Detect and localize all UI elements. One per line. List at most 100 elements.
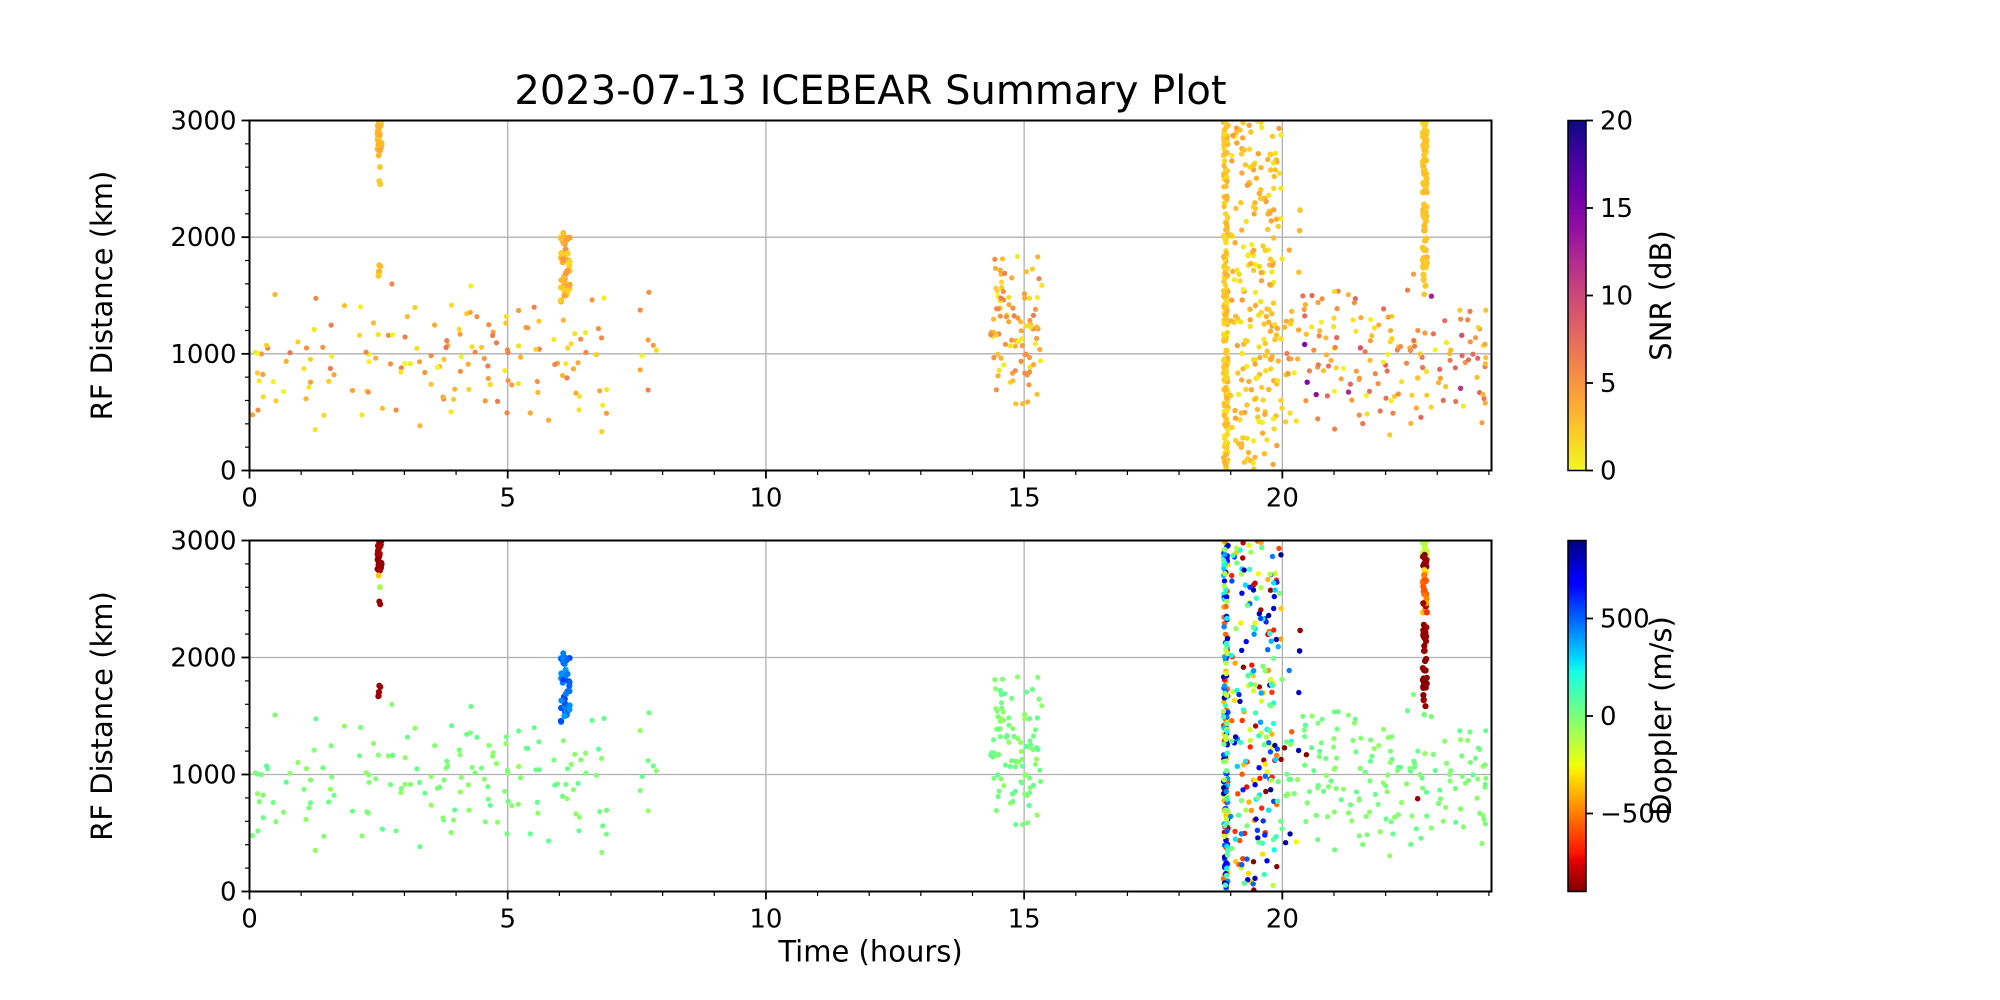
- data-point: [1367, 357, 1373, 363]
- data-point: [563, 656, 570, 664]
- data-point: [1251, 668, 1257, 674]
- data-point: [1222, 150, 1228, 157]
- data-point: [440, 815, 446, 821]
- data-point: [260, 792, 266, 798]
- data-point: [1012, 764, 1019, 770]
- data-point: [1388, 819, 1394, 825]
- data-point: [1278, 818, 1284, 824]
- data-point: [1257, 195, 1264, 201]
- data-point: [1223, 395, 1230, 401]
- data-point: [1267, 328, 1274, 334]
- data-point: [1247, 306, 1253, 312]
- data-point: [637, 728, 643, 734]
- data-point: [1221, 833, 1227, 839]
- data-point: [1271, 426, 1277, 432]
- data-point: [1007, 343, 1013, 349]
- data-point: [1392, 814, 1398, 820]
- data-point: [363, 770, 369, 776]
- data-point: [503, 320, 509, 326]
- data-point: [995, 351, 1001, 357]
- data-point: [1022, 716, 1028, 722]
- data-point: [597, 809, 603, 815]
- data-point: [1028, 324, 1034, 330]
- data-point: [1296, 689, 1302, 696]
- data-point: [1221, 583, 1227, 589]
- data-point: [1018, 748, 1024, 755]
- data-point: [1480, 391, 1486, 398]
- data-point: [988, 752, 994, 758]
- data-point: [1282, 419, 1289, 425]
- data-point: [417, 844, 423, 850]
- data-point: [1459, 353, 1465, 359]
- data-point: [1262, 411, 1268, 417]
- data-point: [326, 378, 332, 384]
- data-point: [486, 742, 492, 748]
- x-tick-label: 10: [749, 905, 782, 935]
- data-point: [1224, 431, 1231, 437]
- data-point: [1235, 391, 1242, 398]
- data-point: [1022, 791, 1028, 797]
- data-point: [389, 701, 395, 708]
- data-point: [1470, 772, 1476, 778]
- data-point: [370, 740, 377, 747]
- data-point: [1345, 712, 1351, 718]
- data-point: [1247, 737, 1253, 743]
- data-point: [1249, 662, 1255, 668]
- data-point: [375, 272, 382, 279]
- data-point: [558, 697, 565, 704]
- data-point: [1352, 716, 1358, 722]
- data-point: [1458, 737, 1464, 743]
- colorbar-tick-label: 0: [1600, 702, 1617, 732]
- data-point: [1437, 796, 1444, 802]
- data-point: [1390, 410, 1396, 416]
- data-point: [1223, 692, 1230, 698]
- data-point: [1408, 768, 1414, 774]
- data-point: [1324, 393, 1330, 399]
- data-point: [1255, 571, 1262, 577]
- data-point: [1269, 689, 1275, 695]
- data-point: [1252, 289, 1259, 296]
- data-point: [1459, 753, 1465, 759]
- data-point: [1224, 720, 1230, 727]
- data-point: [481, 355, 487, 362]
- colorbar-tick-label: 5: [1600, 369, 1617, 399]
- data-point: [1320, 788, 1327, 795]
- data-point: [1371, 325, 1377, 331]
- data-point: [428, 381, 434, 387]
- data-point: [1232, 660, 1238, 666]
- data-point: [1270, 836, 1277, 843]
- data-point: [1229, 718, 1235, 724]
- data-point: [1366, 388, 1373, 394]
- data-point: [1256, 418, 1262, 425]
- data-point: [593, 352, 600, 358]
- data-point: [1385, 351, 1391, 357]
- data-point: [432, 322, 438, 328]
- data-point: [999, 285, 1005, 291]
- data-point: [515, 801, 521, 807]
- data-point: [428, 353, 434, 359]
- data-point: [1034, 324, 1040, 330]
- data-point: [1223, 816, 1230, 822]
- data-point: [306, 384, 312, 390]
- data-point: [450, 396, 457, 402]
- data-point: [1023, 351, 1029, 357]
- data-point: [1032, 306, 1039, 312]
- axis-ticks: 0 5 10 15 20 0 1000 2000 3000: [170, 527, 1490, 935]
- data-point: [1276, 590, 1283, 596]
- data-point: [1019, 343, 1025, 349]
- data-point: [1291, 791, 1297, 797]
- data-point: [255, 407, 261, 413]
- data-point: [1412, 764, 1418, 770]
- data-point: [1263, 734, 1270, 740]
- data-point: [1234, 763, 1241, 769]
- data-point: [1030, 733, 1037, 739]
- axis-ticks: 0 5 10 15 20 0 1000 2000 3000: [170, 107, 1490, 514]
- data-point: [273, 398, 279, 404]
- data-point: [1271, 207, 1277, 213]
- data-point: [1232, 240, 1238, 246]
- data-point: [398, 369, 404, 375]
- doppler-panel: 0 5 10 15 20 0 1000 2000 3000 RF Distance (km) Tim…: [85, 527, 1678, 969]
- data-point: [1272, 150, 1279, 157]
- data-point: [998, 295, 1004, 301]
- data-point: [1260, 663, 1266, 669]
